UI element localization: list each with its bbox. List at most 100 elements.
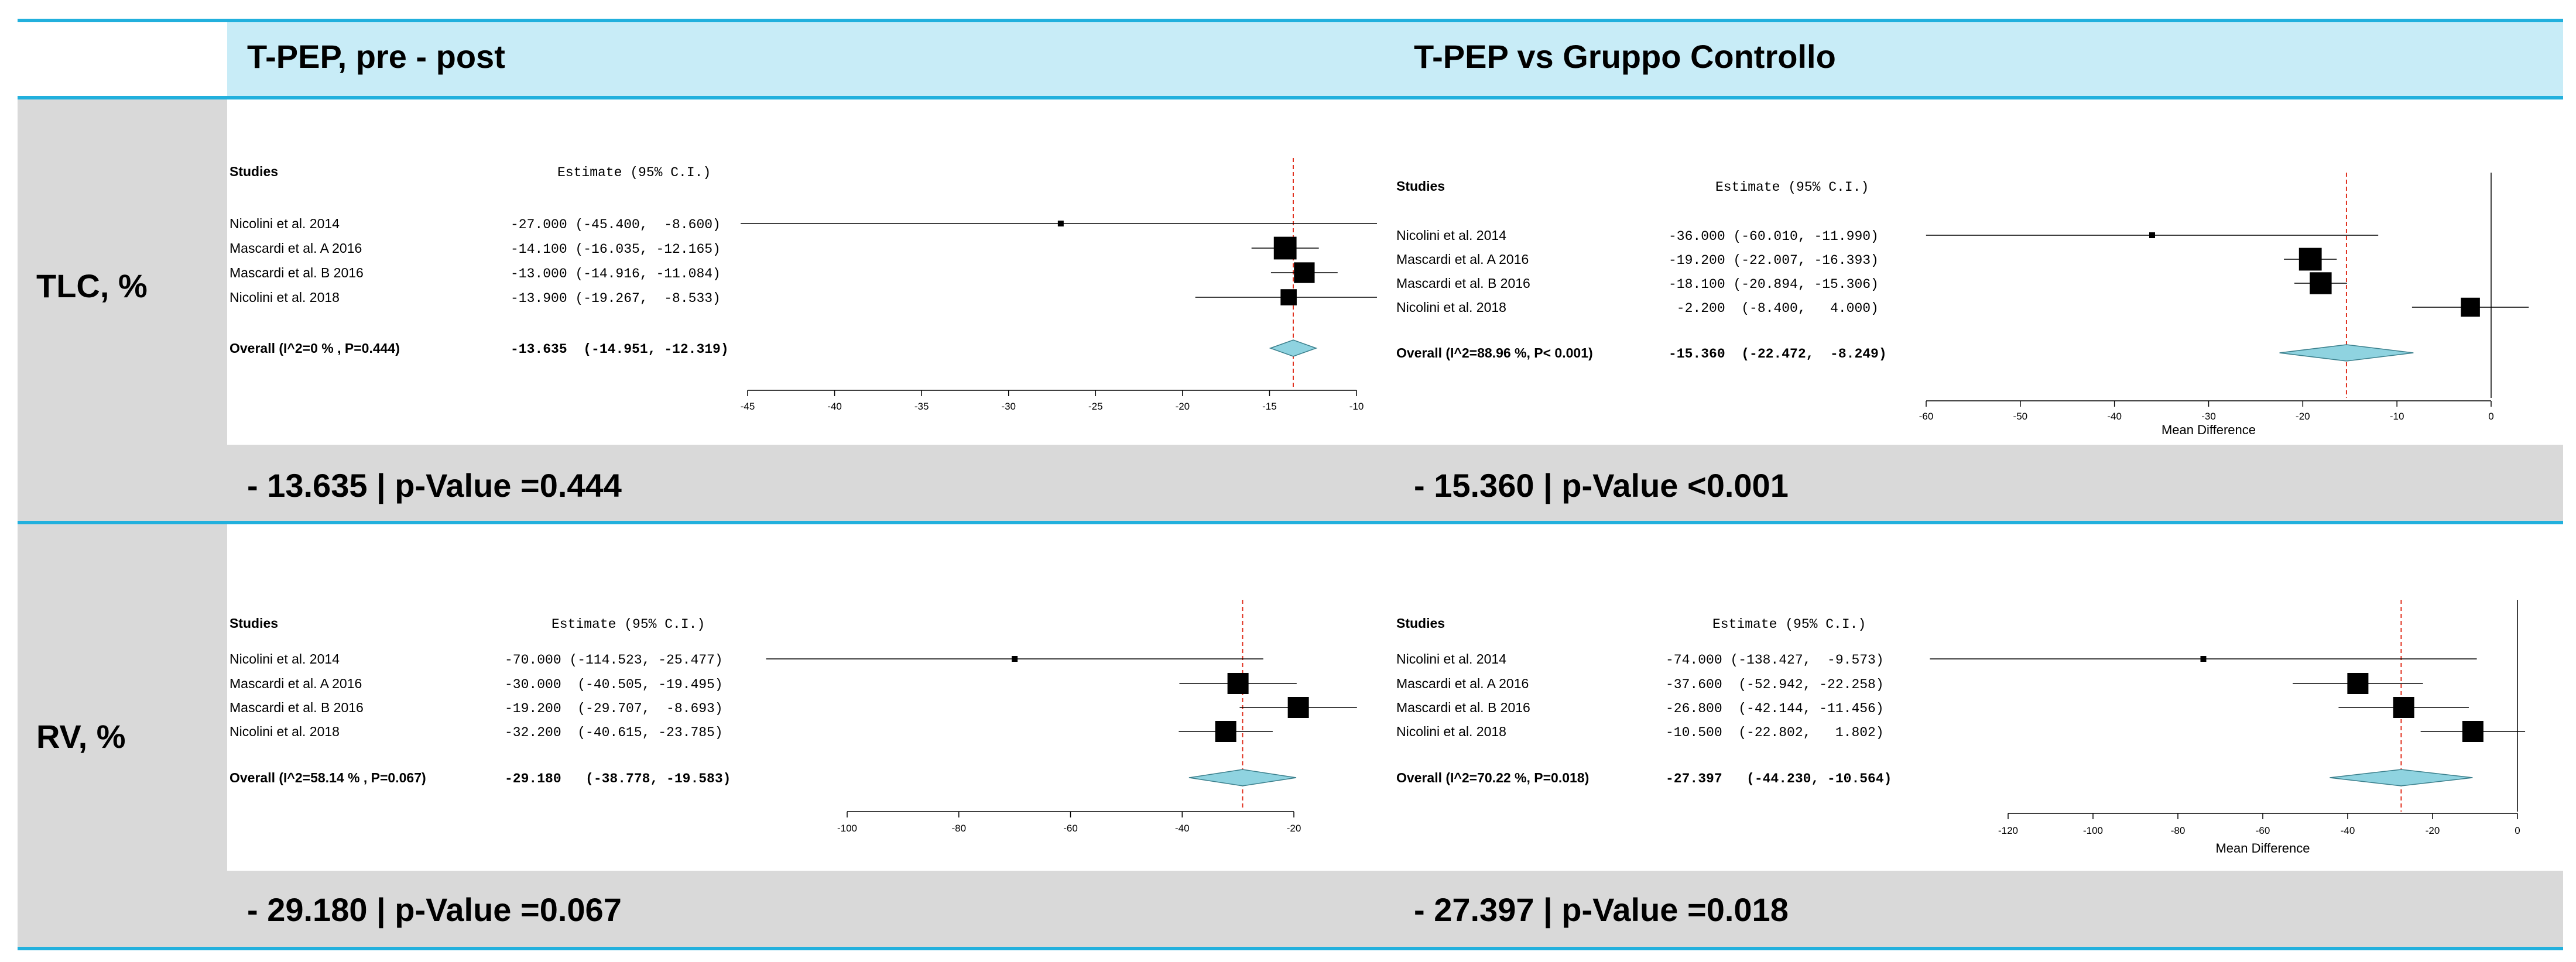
overall-diamond (2330, 769, 2473, 786)
overall-estimate-text: -15.360 (-22.472, -8.249) (1669, 346, 1887, 362)
top-divider (18, 19, 2563, 22)
x-tick-label: -20 (1176, 401, 1190, 412)
x-tick-label: -80 (951, 823, 966, 834)
row-label-tlc: TLC, % (36, 267, 148, 304)
study-label: Nicolini et al. 2014 (1396, 228, 1506, 243)
study-estimate-text: -13.900 (-19.267, -8.533) (511, 291, 721, 306)
study-estimate-text: -10.500 (-22.802, 1.802) (1666, 725, 1884, 740)
result-band-rv (227, 871, 2563, 947)
study-label: Nicolini et al. 2018 (229, 724, 340, 739)
x-tick-label: -40 (827, 401, 842, 412)
study-point (2200, 656, 2207, 662)
x-tick-label: -120 (1998, 825, 2018, 836)
study-point (2310, 272, 2332, 294)
study-estimate-text: -36.000 (-60.010, -11.990) (1669, 229, 1879, 244)
row-label-rv: RV, % (36, 718, 126, 755)
study-label: Nicolini et al. 2018 (1396, 724, 1506, 739)
study-estimate-text: -13.000 (-14.916, -11.084) (511, 266, 721, 281)
study-estimate-text: -70.000 (-114.523, -25.477) (505, 652, 723, 668)
x-tick-label: -60 (2256, 825, 2270, 836)
study-point (2393, 697, 2414, 718)
overall-estimate-text: -13.635 (-14.951, -12.319) (511, 342, 729, 357)
x-tick-label: -30 (2201, 411, 2216, 422)
overall-label: Overall (I^2=58.14 % , P=0.067) (229, 770, 426, 785)
x-tick-label: -100 (2083, 825, 2103, 836)
study-label: Nicolini et al. 2018 (1396, 300, 1506, 315)
x-axis-label: Mean Difference (2161, 422, 2256, 437)
overall-label: Overall (I^2=0 % , P=0.444) (229, 341, 400, 356)
estimate-header: Estimate (95% C.I.) (1712, 617, 1866, 632)
x-tick-label: 0 (2515, 825, 2520, 836)
x-tick-label: -40 (1175, 823, 1190, 834)
overall-diamond (1269, 339, 1318, 357)
row-divider (18, 521, 2563, 524)
x-tick-label: -30 (1001, 401, 1016, 412)
header-band (227, 20, 2563, 97)
x-tick-label: -80 (2171, 825, 2186, 836)
study-label: Mascardi et al. A 2016 (229, 676, 362, 691)
study-point (2149, 232, 2155, 238)
x-tick-label: -20 (2296, 411, 2310, 422)
study-label: Mascardi et al. A 2016 (1396, 252, 1529, 267)
forest-plot-tlc-vs-control: Studies Estimate (95% C.I.) Nicolini et al… (1396, 164, 2561, 439)
study-estimate-text: -74.000 (-138.427, -9.573) (1666, 652, 1884, 668)
overall-estimate-text: -27.397 (-44.230, -10.564) (1666, 771, 1892, 786)
study-estimate-text: -14.100 (-16.035, -12.165) (511, 242, 721, 257)
study-point (1280, 289, 1297, 305)
x-tick-label: -60 (1063, 823, 1078, 834)
x-tick-label: -35 (914, 401, 929, 412)
x-tick-label: -15 (1262, 401, 1277, 412)
study-estimate-text: -18.100 (-20.894, -15.306) (1669, 277, 1879, 292)
study-point (1057, 221, 1064, 226)
x-tick-label: 0 (2488, 411, 2493, 422)
estimate-header: Estimate (95% C.I.) (557, 165, 711, 180)
study-point (1273, 236, 1297, 260)
study-estimate-text: -30.000 (-40.505, -19.495) (505, 677, 723, 692)
study-label: Mascardi et al. B 2016 (229, 700, 364, 715)
x-tick-label: -25 (1088, 401, 1103, 412)
study-estimate-text: -2.200 (-8.400, 4.000) (1669, 301, 1879, 316)
result-tlc-vs-control: - 15.360 | p-Value <0.001 (1414, 467, 1789, 504)
study-point (1012, 656, 1018, 662)
result-tlc-pre-post: - 13.635 | p-Value =0.444 (247, 467, 622, 504)
forest-plot-rv-vs-control: Studies Estimate (95% C.I.) Nicolini et al… (1396, 600, 2561, 869)
study-label: Nicolini et al. 2014 (1396, 651, 1506, 666)
study-label: Mascardi et al. B 2016 (1396, 700, 1530, 715)
x-tick-label: -40 (2107, 411, 2122, 422)
result-rv-pre-post: - 29.180 | p-Value =0.067 (247, 891, 622, 928)
study-label: Mascardi et al. B 2016 (229, 265, 364, 280)
study-estimate-text: -27.000 (-45.400, -8.600) (511, 217, 721, 232)
x-tick-label: -60 (1919, 411, 1934, 422)
overall-diamond (2279, 344, 2414, 362)
study-point (2461, 297, 2480, 317)
row-label-cell-tlc: TLC, % (18, 99, 227, 521)
column-title-vs-control: T-PEP vs Gruppo Controllo (1414, 38, 1836, 75)
study-label: Mascardi et al. A 2016 (229, 240, 362, 256)
x-tick-label: -50 (2013, 411, 2028, 422)
study-point (1294, 262, 1315, 283)
study-point (1287, 697, 1309, 718)
study-estimate-text: -19.200 (-29.707, -8.693) (505, 701, 723, 716)
x-tick-label: -45 (741, 401, 755, 412)
row-label-cell-rv: RV, % (18, 524, 227, 947)
x-tick-label: -10 (2390, 411, 2404, 422)
estimate-header: Estimate (95% C.I.) (551, 617, 705, 632)
column-title-pre-post: T-PEP, pre - post (247, 38, 505, 75)
study-point (2298, 248, 2322, 271)
study-point (1227, 673, 1249, 694)
overall-diamond (1188, 769, 1297, 786)
overall-estimate-text: -29.180 (-38.778, -19.583) (505, 771, 731, 786)
bottom-divider (18, 947, 2563, 950)
result-rv-vs-control: - 27.397 | p-Value =0.018 (1414, 891, 1789, 928)
x-tick-label: -40 (2341, 825, 2355, 836)
overall-label: Overall (I^2=88.96 %, P< 0.001) (1396, 345, 1593, 360)
study-point (2347, 673, 2369, 694)
x-axis-label: Mean Difference (2215, 841, 2310, 856)
x-tick-label: -20 (2426, 825, 2440, 836)
x-tick-label: -100 (837, 823, 857, 834)
study-label: Nicolini et al. 2014 (229, 651, 340, 666)
study-estimate-text: -26.800 (-42.144, -11.456) (1666, 701, 1884, 716)
overall-label: Overall (I^2=70.22 %, P=0.018) (1396, 770, 1589, 785)
study-point (2462, 721, 2483, 742)
study-label: Nicolini et al. 2018 (229, 290, 340, 305)
